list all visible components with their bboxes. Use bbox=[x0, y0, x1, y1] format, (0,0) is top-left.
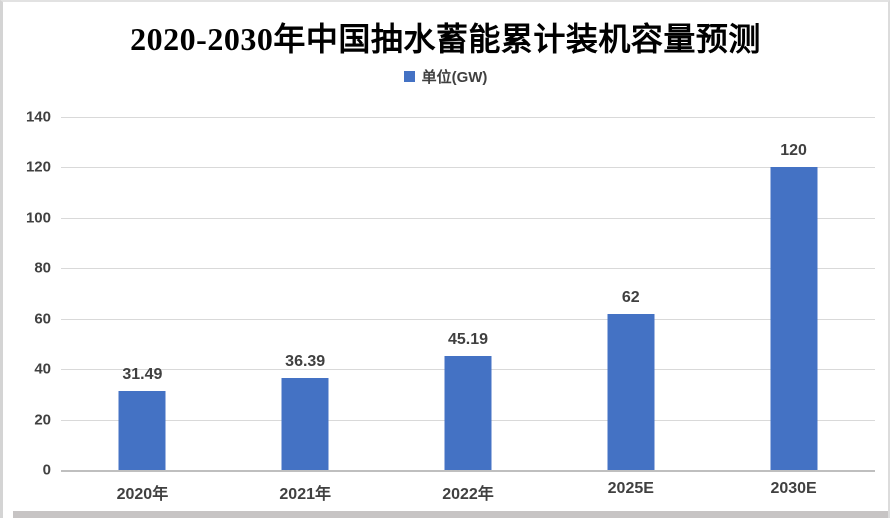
bar-value-label-2020年: 31.49 bbox=[122, 365, 163, 383]
y-tick-label-0: 0 bbox=[42, 461, 51, 479]
bar-2030E bbox=[770, 167, 818, 470]
bar-slot-2030E: 120 bbox=[712, 117, 875, 470]
gridline-y-120 bbox=[61, 167, 875, 169]
bar-slot-2022年: 45.19 bbox=[387, 117, 550, 470]
y-tick-label-60: 60 bbox=[34, 310, 51, 328]
gridline-y-60 bbox=[61, 318, 875, 320]
bar-2021年 bbox=[281, 378, 329, 470]
plot-area: 31.49 36.39 45.19 62 120 bbox=[61, 117, 875, 472]
gridline-y-80 bbox=[61, 268, 875, 270]
y-tick-label-100: 100 bbox=[25, 209, 51, 227]
bar-2025E bbox=[607, 313, 655, 470]
chart-title: 2020-2030年中国抽水蓄能累计装机容量预测 bbox=[130, 21, 761, 57]
x-tick-label-2022年: 2022年 bbox=[442, 486, 494, 503]
bar-value-label-2022年: 45.19 bbox=[447, 331, 489, 349]
y-tick-label-40: 40 bbox=[34, 360, 51, 378]
bar-slot-2021年: 36.39 bbox=[224, 117, 387, 470]
x-axis: 2020年 2021年 2022年 2025E 2030E bbox=[61, 480, 875, 506]
gridline-y-140 bbox=[61, 117, 875, 118]
x-tick-label-2021年: 2021年 bbox=[279, 486, 331, 503]
bar-value-label-2025E: 62 bbox=[621, 288, 640, 306]
bar-2022年 bbox=[444, 356, 492, 470]
bar-slot-2025E: 62 bbox=[549, 117, 712, 470]
bottom-strip bbox=[13, 511, 888, 518]
x-tick-label-2030E: 2030E bbox=[770, 480, 817, 497]
legend: 单位(GW) bbox=[3, 66, 888, 87]
y-tick-label-120: 120 bbox=[25, 158, 51, 176]
bar-2020年 bbox=[118, 390, 166, 470]
y-tick-label-140: 140 bbox=[25, 108, 51, 126]
y-tick-label-20: 20 bbox=[34, 411, 51, 429]
bar-value-label-2030E: 120 bbox=[780, 142, 807, 160]
legend-marker-icon bbox=[403, 71, 415, 82]
y-tick-label-80: 80 bbox=[34, 259, 51, 277]
legend-label: 单位(GW) bbox=[421, 69, 488, 86]
bar-slot-2020年: 31.49 bbox=[61, 117, 224, 470]
y-axis: 0 20 40 60 80 100 120 140 bbox=[3, 109, 51, 479]
x-tick-label-2020年: 2020年 bbox=[116, 486, 169, 503]
gridline-y-100 bbox=[61, 217, 875, 219]
bar-value-label-2021年: 36.39 bbox=[285, 353, 326, 371]
x-tick-label-2025E: 2025E bbox=[607, 480, 654, 497]
